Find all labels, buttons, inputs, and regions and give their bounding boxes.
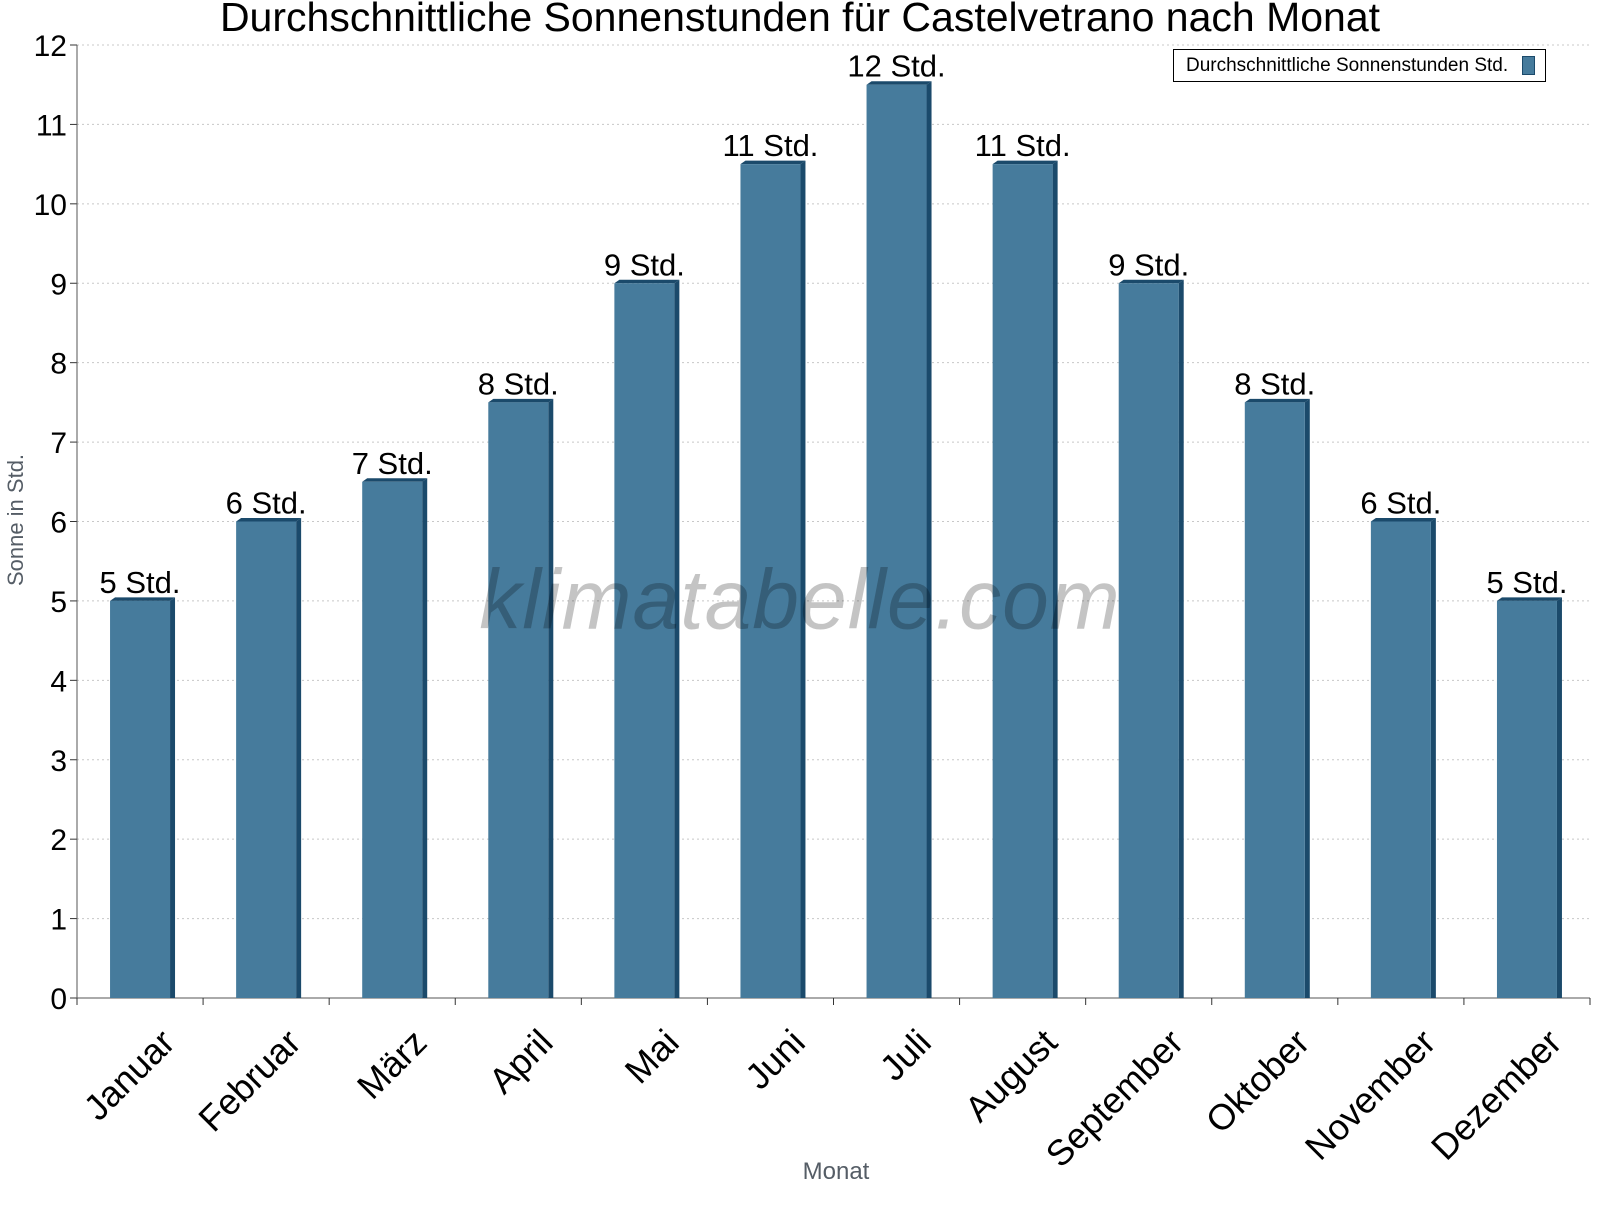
legend-swatch	[1522, 56, 1536, 75]
bar-top	[992, 160, 1058, 165]
bar-side	[548, 398, 554, 998]
bar-side	[926, 81, 932, 999]
y-tick-label: 2	[50, 824, 67, 857]
bar	[488, 402, 549, 998]
x-tick-label: September	[1038, 1021, 1192, 1175]
bar-top	[110, 597, 176, 601]
x-tick-label: April	[481, 1021, 561, 1101]
bar-value-label: 5 Std.	[1486, 565, 1567, 600]
bar-top	[866, 81, 932, 85]
bar-value-label: 8 Std.	[1234, 366, 1315, 401]
bar-side	[1430, 518, 1436, 998]
x-tick-label: Januar	[76, 1021, 183, 1128]
y-tick-label: 11	[36, 109, 67, 142]
bar-top	[1496, 597, 1562, 601]
bar-side	[1178, 279, 1184, 998]
x-tick-label: Oktober	[1198, 1021, 1318, 1141]
bar-top	[740, 160, 806, 165]
bar	[866, 84, 927, 999]
bar-value-label: 11 Std.	[975, 128, 1071, 163]
bar-top	[1118, 279, 1184, 284]
bar-value-label: 9 Std.	[1108, 247, 1189, 282]
bar	[1118, 283, 1179, 998]
y-tick-label: 10	[34, 189, 67, 222]
bar-side	[422, 478, 428, 999]
x-tick-label: November	[1297, 1021, 1443, 1167]
x-tick-label: Juni	[737, 1021, 813, 1097]
bar-value-label: 12 Std.	[847, 49, 945, 84]
bar-value-label: 6 Std.	[1360, 486, 1441, 521]
y-tick-label: 4	[50, 665, 67, 698]
bar	[1496, 600, 1557, 998]
bar	[1244, 402, 1305, 998]
y-tick-label: 3	[50, 745, 67, 778]
y-tick-label: 1	[50, 904, 67, 937]
bar-top	[236, 518, 302, 522]
x-tick-label: Juli	[872, 1021, 939, 1088]
y-tick-label: 9	[50, 268, 67, 301]
bar	[1370, 521, 1431, 998]
bar-side	[800, 160, 806, 998]
bar-side	[296, 518, 302, 998]
bar-value-label: 6 Std.	[226, 486, 307, 521]
bar	[362, 481, 423, 999]
y-tick-label: 7	[50, 427, 67, 460]
y-axis-title: Sonne in Std.	[3, 453, 28, 587]
bar	[740, 164, 801, 998]
x-tick-label: Februar	[190, 1021, 308, 1139]
bar	[614, 283, 675, 998]
bar-top	[1244, 398, 1310, 403]
x-tick-label: Mai	[617, 1021, 687, 1091]
bar-top	[1370, 518, 1436, 522]
chart-title: Durchschnittliche Sonnenstunden für Cast…	[219, 0, 1381, 40]
bar	[110, 600, 171, 998]
bar	[992, 164, 1053, 998]
watermark: klimatabelle.com	[479, 552, 1121, 647]
bar-side	[170, 597, 176, 998]
bar-side	[1304, 398, 1310, 998]
bar-top	[614, 279, 680, 284]
y-tick-label: 6	[50, 507, 67, 540]
x-tick-label: März	[349, 1021, 435, 1107]
bar-side	[674, 279, 680, 998]
y-tick-label: 0	[50, 983, 67, 1016]
y-tick-label: 8	[50, 348, 67, 381]
bar-value-label: 11 Std.	[722, 128, 818, 163]
bar-value-label: 5 Std.	[100, 565, 181, 600]
y-tick-label: 5	[50, 586, 67, 619]
bar-value-label: 9 Std.	[604, 247, 685, 282]
x-axis-title: Monat	[802, 1158, 870, 1185]
bar	[236, 521, 297, 998]
bar-top	[362, 478, 428, 482]
x-tick-label: Dezember	[1423, 1021, 1569, 1167]
y-tick-label: 12	[34, 30, 67, 63]
legend: Durchschnittliche Sonnenstunden Std.	[1173, 49, 1547, 82]
legend-label: Durchschnittliche Sonnenstunden Std.	[1186, 54, 1509, 76]
bar-value-label: 8 Std.	[478, 366, 559, 401]
bar-value-label: 7 Std.	[352, 446, 433, 481]
bar-top	[488, 398, 554, 403]
bar-side	[1052, 160, 1058, 998]
bar-side	[1556, 597, 1562, 998]
x-tick-label: August	[957, 1021, 1065, 1129]
